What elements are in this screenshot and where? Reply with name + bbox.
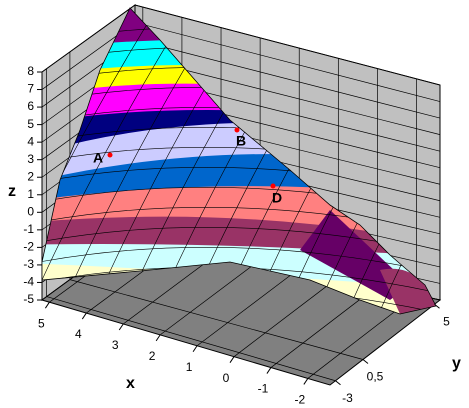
- mesh-line: [42, 8, 163, 314]
- z-tick-label: 0: [27, 204, 34, 218]
- grid-line: [46, 296, 336, 382]
- y-tick: [362, 359, 369, 364]
- x-tick-label: 3: [112, 338, 119, 352]
- z-tick-label: 6: [27, 99, 34, 113]
- x-tick: [155, 334, 161, 342]
- y-tick: [434, 303, 440, 309]
- y-tick-label: 0,5: [367, 370, 384, 384]
- point-marker: [270, 183, 276, 189]
- z-tick-label: -3: [23, 257, 34, 271]
- x-tick: [303, 378, 309, 385]
- z-tick-label: 2: [27, 169, 34, 183]
- y-tick-label: -3: [342, 391, 353, 405]
- y-tick-label: 5: [443, 314, 450, 328]
- z-tick-label: 7: [27, 82, 34, 96]
- x-tick-label: 1: [186, 360, 193, 374]
- z-tick-label: -5: [23, 292, 34, 306]
- y-axis-title: y: [452, 355, 461, 372]
- z-tick-label: 3: [27, 152, 34, 166]
- x-tick: [266, 367, 272, 374]
- mesh-line: [375, 8, 436, 314]
- z-tick-label: -4: [23, 275, 34, 289]
- z-tick-label: 5: [27, 117, 34, 131]
- x-tick: [81, 312, 87, 320]
- point-marker: [234, 127, 240, 133]
- x-tick-label: -1: [258, 382, 269, 396]
- ticks: -5 -4 -3 -2 -1 0 1 2 3 4 5 6 7 8 5 4 3 2 1 0 -1 -2 5 0,5 -3: [23, 64, 450, 406]
- surface-outline: [41, 7, 437, 315]
- z-tick-label: 8: [27, 64, 34, 78]
- z-tick-label: 4: [27, 134, 34, 148]
- grid-line: [233, 277, 339, 357]
- point-label: A: [93, 150, 103, 166]
- x-tick-label: 5: [38, 316, 45, 330]
- x-tick-label: 2: [149, 349, 156, 363]
- x-tick-label: -2: [295, 393, 306, 407]
- grid-line: [159, 259, 261, 336]
- y-tick: [335, 380, 341, 386]
- x-axis-title: x: [126, 375, 135, 392]
- point-marker: [107, 152, 113, 158]
- z-tick-label: -2: [23, 240, 34, 254]
- z-tick-label: 1: [27, 187, 34, 201]
- z-axis-title: z: [8, 183, 16, 200]
- x-tick: [192, 345, 198, 353]
- point-label: D: [272, 190, 282, 206]
- x-tick: [229, 356, 235, 363]
- grid-line: [196, 268, 300, 347]
- grid-line: [69, 279, 364, 360]
- surface-band: [300, 210, 410, 300]
- x-tick: [118, 323, 124, 331]
- z-tick-label: -1: [23, 222, 34, 236]
- point-label: B: [236, 133, 246, 149]
- x-tick: [44, 301, 50, 309]
- x-tick-label: 0: [223, 371, 230, 385]
- points: A B D: [93, 127, 282, 206]
- x-tick-label: 4: [75, 327, 82, 341]
